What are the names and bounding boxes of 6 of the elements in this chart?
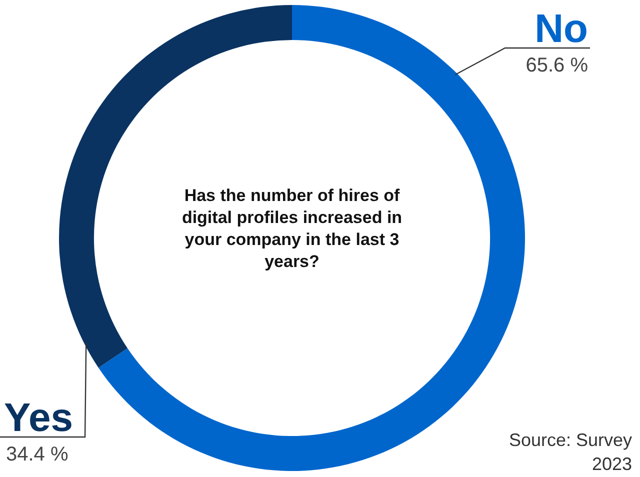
slice-label: Yes [4,396,73,440]
slice-label: No [534,7,588,51]
data-label: 34.4 % [6,444,68,466]
text: Has the number of hires of digital profiles increased in your company in the last 3 years? [180,185,404,273]
source-note: Source: Survey 2023 [508,429,632,476]
data-label: 65.6 % [526,54,588,77]
